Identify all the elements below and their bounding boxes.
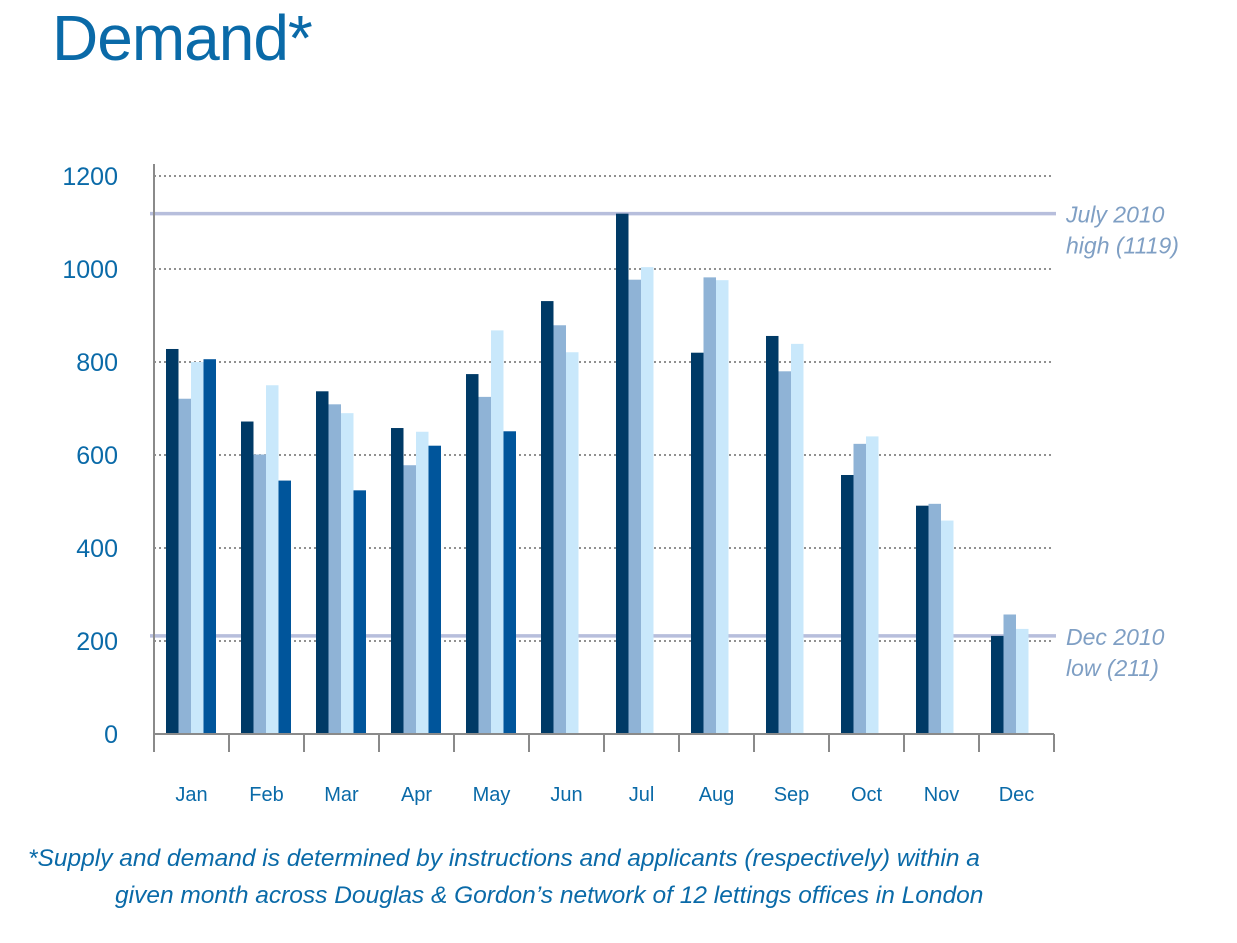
- bar-mar-series-1: [316, 391, 329, 734]
- x-tick-label: Aug: [699, 784, 735, 806]
- reference-label-line-2: low (211): [1066, 655, 1159, 681]
- bar-mar-series-4: [353, 490, 366, 734]
- bar-jan-series-2: [178, 398, 191, 734]
- bar-jan-series-1: [166, 348, 179, 734]
- bar-jan-series-3: [191, 362, 204, 734]
- reference-lines: [150, 211, 1056, 638]
- bar-aug-series-1: [691, 352, 704, 734]
- reference-label-line-1: Dec 2010: [1066, 624, 1165, 650]
- bar-may-series-1: [466, 374, 479, 734]
- footnote-line-2: given month across Douglas & Gordon’s ne…: [115, 882, 984, 909]
- footnote-line-1: *Supply and demand is determined by inst…: [28, 845, 980, 872]
- x-tick-label: Oct: [851, 784, 883, 806]
- bar-aug-series-2: [703, 277, 716, 734]
- bar-jul-series-1: [616, 213, 629, 735]
- bar-mar-series-2: [328, 404, 341, 734]
- x-tick-label: Jul: [629, 784, 655, 806]
- bar-dec-series-2: [1003, 614, 1016, 734]
- bar-nov-series-1: [916, 505, 929, 734]
- page-title: Demand*: [52, 2, 313, 74]
- bar-apr-series-3: [416, 431, 429, 734]
- labels: 0 200 400 600 800 1000 1200 July 2010 high (1119…: [62, 163, 1179, 806]
- bar-apr-series-4: [428, 445, 441, 734]
- bar-may-series-3: [491, 330, 504, 734]
- bar-may-series-2: [478, 396, 491, 734]
- y-tick-label: 1000: [62, 256, 118, 284]
- bar-dec-series-1: [991, 635, 1004, 734]
- y-tick-label: 800: [76, 349, 118, 377]
- bar-sep-series-3: [791, 343, 804, 734]
- bar-nov-series-2: [928, 503, 941, 734]
- bar-dec-series-3: [1016, 628, 1029, 734]
- bar-jul-series-2: [628, 279, 641, 734]
- bar-oct-series-1: [841, 474, 854, 734]
- x-tick-label: May: [473, 784, 511, 806]
- x-tick-label: Mar: [324, 784, 359, 806]
- x-tick-label: Apr: [401, 784, 432, 806]
- x-tick-label: Dec: [999, 784, 1035, 806]
- bar-feb-series-4: [278, 480, 291, 734]
- bar-sep-series-1: [766, 335, 779, 734]
- bar-jun-series-3: [566, 352, 579, 734]
- y-tick-label: 400: [76, 535, 118, 563]
- bar-jul-series-3: [641, 267, 654, 734]
- bars: [166, 213, 1029, 735]
- bar-jan-series-4: [203, 359, 216, 734]
- bar-jun-series-2: [553, 325, 566, 734]
- bar-feb-series-1: [241, 421, 254, 734]
- bar-apr-series-1: [391, 428, 404, 734]
- x-tick-label: Nov: [924, 784, 960, 806]
- gridlines: [154, 175, 1054, 642]
- bar-oct-series-2: [853, 443, 866, 734]
- bar-jun-series-1: [541, 301, 554, 734]
- bar-sep-series-2: [778, 371, 791, 734]
- bar-nov-series-3: [941, 520, 954, 734]
- x-tick-label: Sep: [774, 784, 810, 806]
- y-tick-label: 200: [76, 628, 118, 656]
- axes: [153, 164, 1055, 752]
- y-tick-label: 0: [104, 721, 118, 749]
- reference-label-line-2: high (1119): [1066, 233, 1179, 259]
- bar-oct-series-3: [866, 436, 879, 734]
- y-tick-label: 600: [76, 442, 118, 470]
- x-tick-label: Feb: [249, 784, 283, 806]
- bar-apr-series-2: [403, 465, 416, 734]
- bar-aug-series-3: [716, 280, 729, 734]
- bar-feb-series-3: [266, 385, 279, 734]
- x-tick-label: Jun: [550, 784, 582, 806]
- x-tick-label: Jan: [175, 784, 207, 806]
- bar-may-series-4: [503, 431, 516, 734]
- bar-feb-series-2: [253, 454, 266, 734]
- reference-label-line-1: July 2010: [1065, 202, 1165, 228]
- bar-mar-series-3: [341, 413, 354, 734]
- y-tick-label: 1200: [62, 163, 118, 191]
